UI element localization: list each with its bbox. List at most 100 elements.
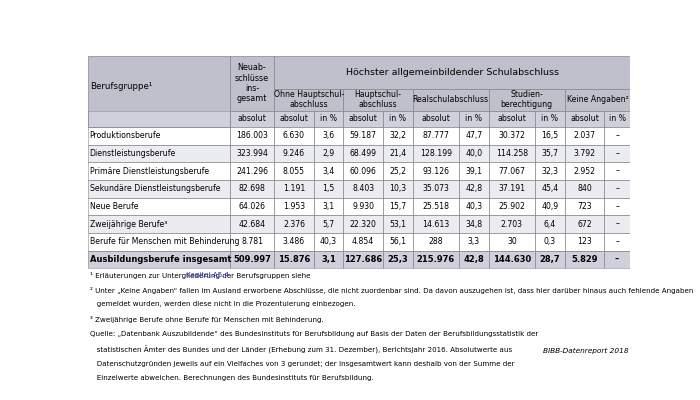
Text: Dienstleistungsberufe: Dienstleistungsberufe xyxy=(90,149,176,158)
Bar xyxy=(344,198,383,215)
Bar xyxy=(230,180,274,198)
Bar xyxy=(535,198,565,215)
Bar xyxy=(344,215,383,233)
Text: Einzelwerte abweichen. Berechnungen des Bundesinstituts für Berufsbildung.: Einzelwerte abweichen. Berechnungen des … xyxy=(90,376,374,382)
Bar xyxy=(88,127,230,144)
Text: Neue Berufe: Neue Berufe xyxy=(90,202,138,211)
Bar xyxy=(535,111,565,127)
Bar xyxy=(344,180,383,198)
Bar xyxy=(274,111,314,127)
Bar xyxy=(383,198,413,215)
Bar xyxy=(344,127,383,144)
Bar xyxy=(274,198,314,215)
Bar xyxy=(230,144,274,162)
Bar xyxy=(535,250,565,268)
Bar xyxy=(344,250,383,268)
Text: 40,0: 40,0 xyxy=(466,149,482,158)
Bar xyxy=(274,215,314,233)
Bar xyxy=(383,127,413,144)
Bar xyxy=(344,233,383,250)
Bar xyxy=(489,111,535,127)
Bar xyxy=(604,111,630,127)
Text: 53,1: 53,1 xyxy=(389,220,407,228)
Bar xyxy=(604,250,630,268)
Text: Realschulabschluss: Realschulabschluss xyxy=(413,95,489,104)
Bar xyxy=(565,89,630,111)
Bar xyxy=(314,215,344,233)
Bar xyxy=(88,162,230,180)
Bar xyxy=(314,198,344,215)
Bar xyxy=(383,127,413,144)
Bar xyxy=(604,162,630,180)
Bar xyxy=(459,144,489,162)
Bar xyxy=(535,144,565,162)
Bar xyxy=(274,89,344,111)
Bar xyxy=(413,127,459,144)
Bar xyxy=(314,198,344,215)
Bar xyxy=(383,111,413,127)
Bar xyxy=(565,127,604,144)
Text: 87.777: 87.777 xyxy=(422,131,449,140)
Bar xyxy=(274,89,344,111)
Text: 114.258: 114.258 xyxy=(496,149,528,158)
Text: Produktionsberufe: Produktionsberufe xyxy=(90,131,161,140)
Text: 5,7: 5,7 xyxy=(323,220,335,228)
Text: 9.246: 9.246 xyxy=(283,149,305,158)
Text: 3,3: 3,3 xyxy=(468,237,480,246)
Bar xyxy=(535,233,565,250)
Text: 288: 288 xyxy=(428,237,443,246)
Bar xyxy=(489,198,535,215)
Text: 14.613: 14.613 xyxy=(422,220,449,228)
Text: 64.026: 64.026 xyxy=(239,202,266,211)
Bar xyxy=(344,111,383,127)
Text: 215.976: 215.976 xyxy=(416,255,455,264)
Bar xyxy=(413,250,459,268)
Text: 39,1: 39,1 xyxy=(466,166,482,176)
Bar xyxy=(230,162,274,180)
Bar xyxy=(230,127,274,144)
Bar xyxy=(274,144,314,162)
Bar xyxy=(489,89,565,111)
Bar xyxy=(314,250,344,268)
Bar xyxy=(604,162,630,180)
Bar xyxy=(604,127,630,144)
Bar xyxy=(274,233,314,250)
Bar xyxy=(489,180,535,198)
Bar xyxy=(274,250,314,268)
Bar xyxy=(88,111,230,127)
Bar xyxy=(413,162,459,180)
Bar xyxy=(535,111,565,127)
Bar xyxy=(565,162,604,180)
Bar xyxy=(413,89,489,111)
Bar xyxy=(88,127,230,144)
Text: Berufsgruppe¹: Berufsgruppe¹ xyxy=(90,82,152,91)
Text: 32,2: 32,2 xyxy=(389,131,406,140)
Text: absolut: absolut xyxy=(498,114,526,124)
Bar xyxy=(88,144,230,162)
Bar xyxy=(88,250,230,268)
Bar xyxy=(489,162,535,180)
Text: 15.876: 15.876 xyxy=(278,255,310,264)
Text: Primäre Dienstleistungsberufe: Primäre Dienstleistungsberufe xyxy=(90,166,209,176)
Bar xyxy=(314,162,344,180)
Bar xyxy=(344,89,413,111)
Bar xyxy=(413,250,459,268)
Bar xyxy=(314,180,344,198)
Text: Datenschutzgründen jeweils auf ein Vielfaches von 3 gerundet; der Insgesamtwert : Datenschutzgründen jeweils auf ein Vielf… xyxy=(90,361,514,367)
Bar xyxy=(274,144,314,162)
Text: statistischen Ämter des Bundes und der Länder (Erhebung zum 31. Dezember), Beric: statistischen Ämter des Bundes und der L… xyxy=(90,346,512,354)
Text: Zweijährige Berufe³: Zweijährige Berufe³ xyxy=(90,220,167,228)
Bar xyxy=(489,233,535,250)
Text: 37.191: 37.191 xyxy=(498,184,526,193)
Bar xyxy=(314,111,344,127)
Text: 25,2: 25,2 xyxy=(389,166,406,176)
Text: –: – xyxy=(615,202,619,211)
Bar xyxy=(230,180,274,198)
Bar xyxy=(459,180,489,198)
Bar xyxy=(383,233,413,250)
Text: 8.781: 8.781 xyxy=(241,237,263,246)
Text: in %: in % xyxy=(608,114,626,124)
Bar xyxy=(565,198,604,215)
Text: 8.403: 8.403 xyxy=(352,184,375,193)
Bar xyxy=(88,56,230,127)
